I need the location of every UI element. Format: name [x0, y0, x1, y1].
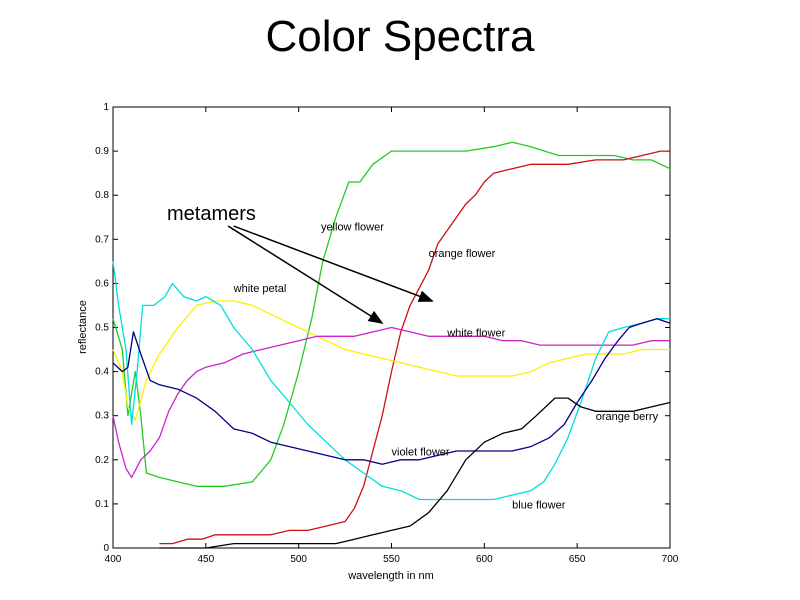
series-line-violet-flower: [112, 318, 671, 465]
ticks-layer: 400 450 500 550 600 650 700 0 0.1 0.2 0.3 0.4 0.5 0.6…: [95, 102, 679, 565]
y-tick-label: 0.7: [95, 234, 109, 245]
series-annotation: white flower: [446, 327, 505, 339]
y-tick-label: 0.3: [95, 411, 109, 422]
metamers-label: metamers: [167, 203, 256, 225]
series-annotation: violet flower: [392, 446, 450, 458]
x-tick-label: 550: [383, 554, 400, 565]
y-tick-label: 0.2: [95, 455, 109, 466]
series-line-white-flower: [112, 326, 670, 479]
y-tick-label: 0.8: [95, 190, 109, 201]
series-line-white-petal: [112, 300, 670, 421]
metamer-arrow: [227, 225, 384, 324]
x-axis-label: wavelength in nm: [347, 570, 434, 582]
y-tick-label: 0.5: [95, 323, 109, 334]
metamer-arrow: [233, 225, 434, 302]
y-tick-label: 0.6: [95, 278, 109, 289]
series-annotation: orange flower: [429, 248, 496, 260]
y-axis-label: reflectance: [77, 300, 89, 354]
y-tick-label: 0.9: [95, 146, 109, 157]
series-annotation: yellow flower: [321, 221, 384, 233]
x-tick-label: 600: [476, 554, 493, 565]
series-annotation: blue flower: [512, 499, 566, 511]
x-tick-label: 450: [197, 554, 214, 565]
series-line-blue-flower: [112, 261, 670, 501]
series-line-yellow-flower: [112, 141, 671, 487]
slide-title: Color Spectra: [265, 12, 535, 61]
annotation-layer: yellow flower orange flower white petal whi…: [227, 221, 659, 511]
series-annotation: white petal: [233, 283, 287, 295]
y-tick-label: 0.1: [95, 499, 109, 510]
series-line-orange-flower: [159, 150, 670, 545]
x-tick-label: 650: [569, 554, 586, 565]
x-tick-label: 700: [662, 554, 679, 565]
y-tick-label: 0: [103, 543, 109, 554]
y-tick-label: 1: [103, 102, 109, 113]
x-tick-label: 500: [290, 554, 307, 565]
series-line-orange-berry: [159, 397, 671, 549]
y-tick-label: 0.4: [95, 367, 109, 378]
series-annotation: orange berry: [596, 411, 659, 423]
series-layer: [112, 141, 671, 549]
x-tick-label: 400: [105, 554, 122, 565]
